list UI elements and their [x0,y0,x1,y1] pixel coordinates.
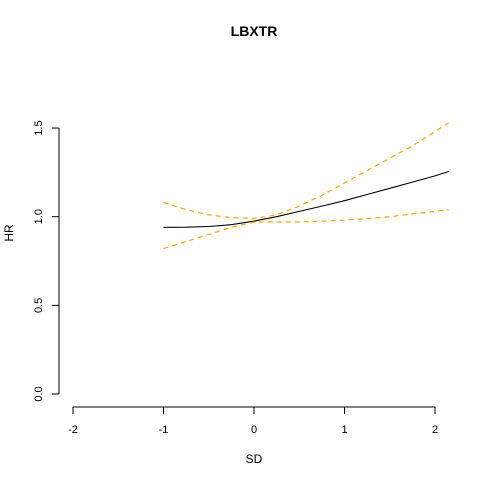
series-line-lower-ci [163,209,449,250]
x-tick-label: -2 [68,424,78,436]
chart-title: LBXTR [231,23,278,39]
x-tick-label: 2 [432,424,438,436]
series-line-upper-ci [163,122,449,220]
y-tick-label: 1.5 [33,120,45,135]
x-tick-label: -1 [159,424,169,436]
y-tick-label: 0.0 [33,386,45,401]
x-tick-label: 0 [251,424,257,436]
y-axis-label: HR [2,224,16,242]
x-axis-label: SD [246,452,263,466]
series-line-estimate [163,170,449,228]
plot-area [163,122,449,250]
x-tick-label: 1 [341,424,347,436]
y-tick-label: 0.5 [33,298,45,313]
y-tick-label: 1.0 [33,209,45,224]
axes: -2 -1 0 1 2 0.0 0.5 1.0 1.5 [33,120,438,436]
